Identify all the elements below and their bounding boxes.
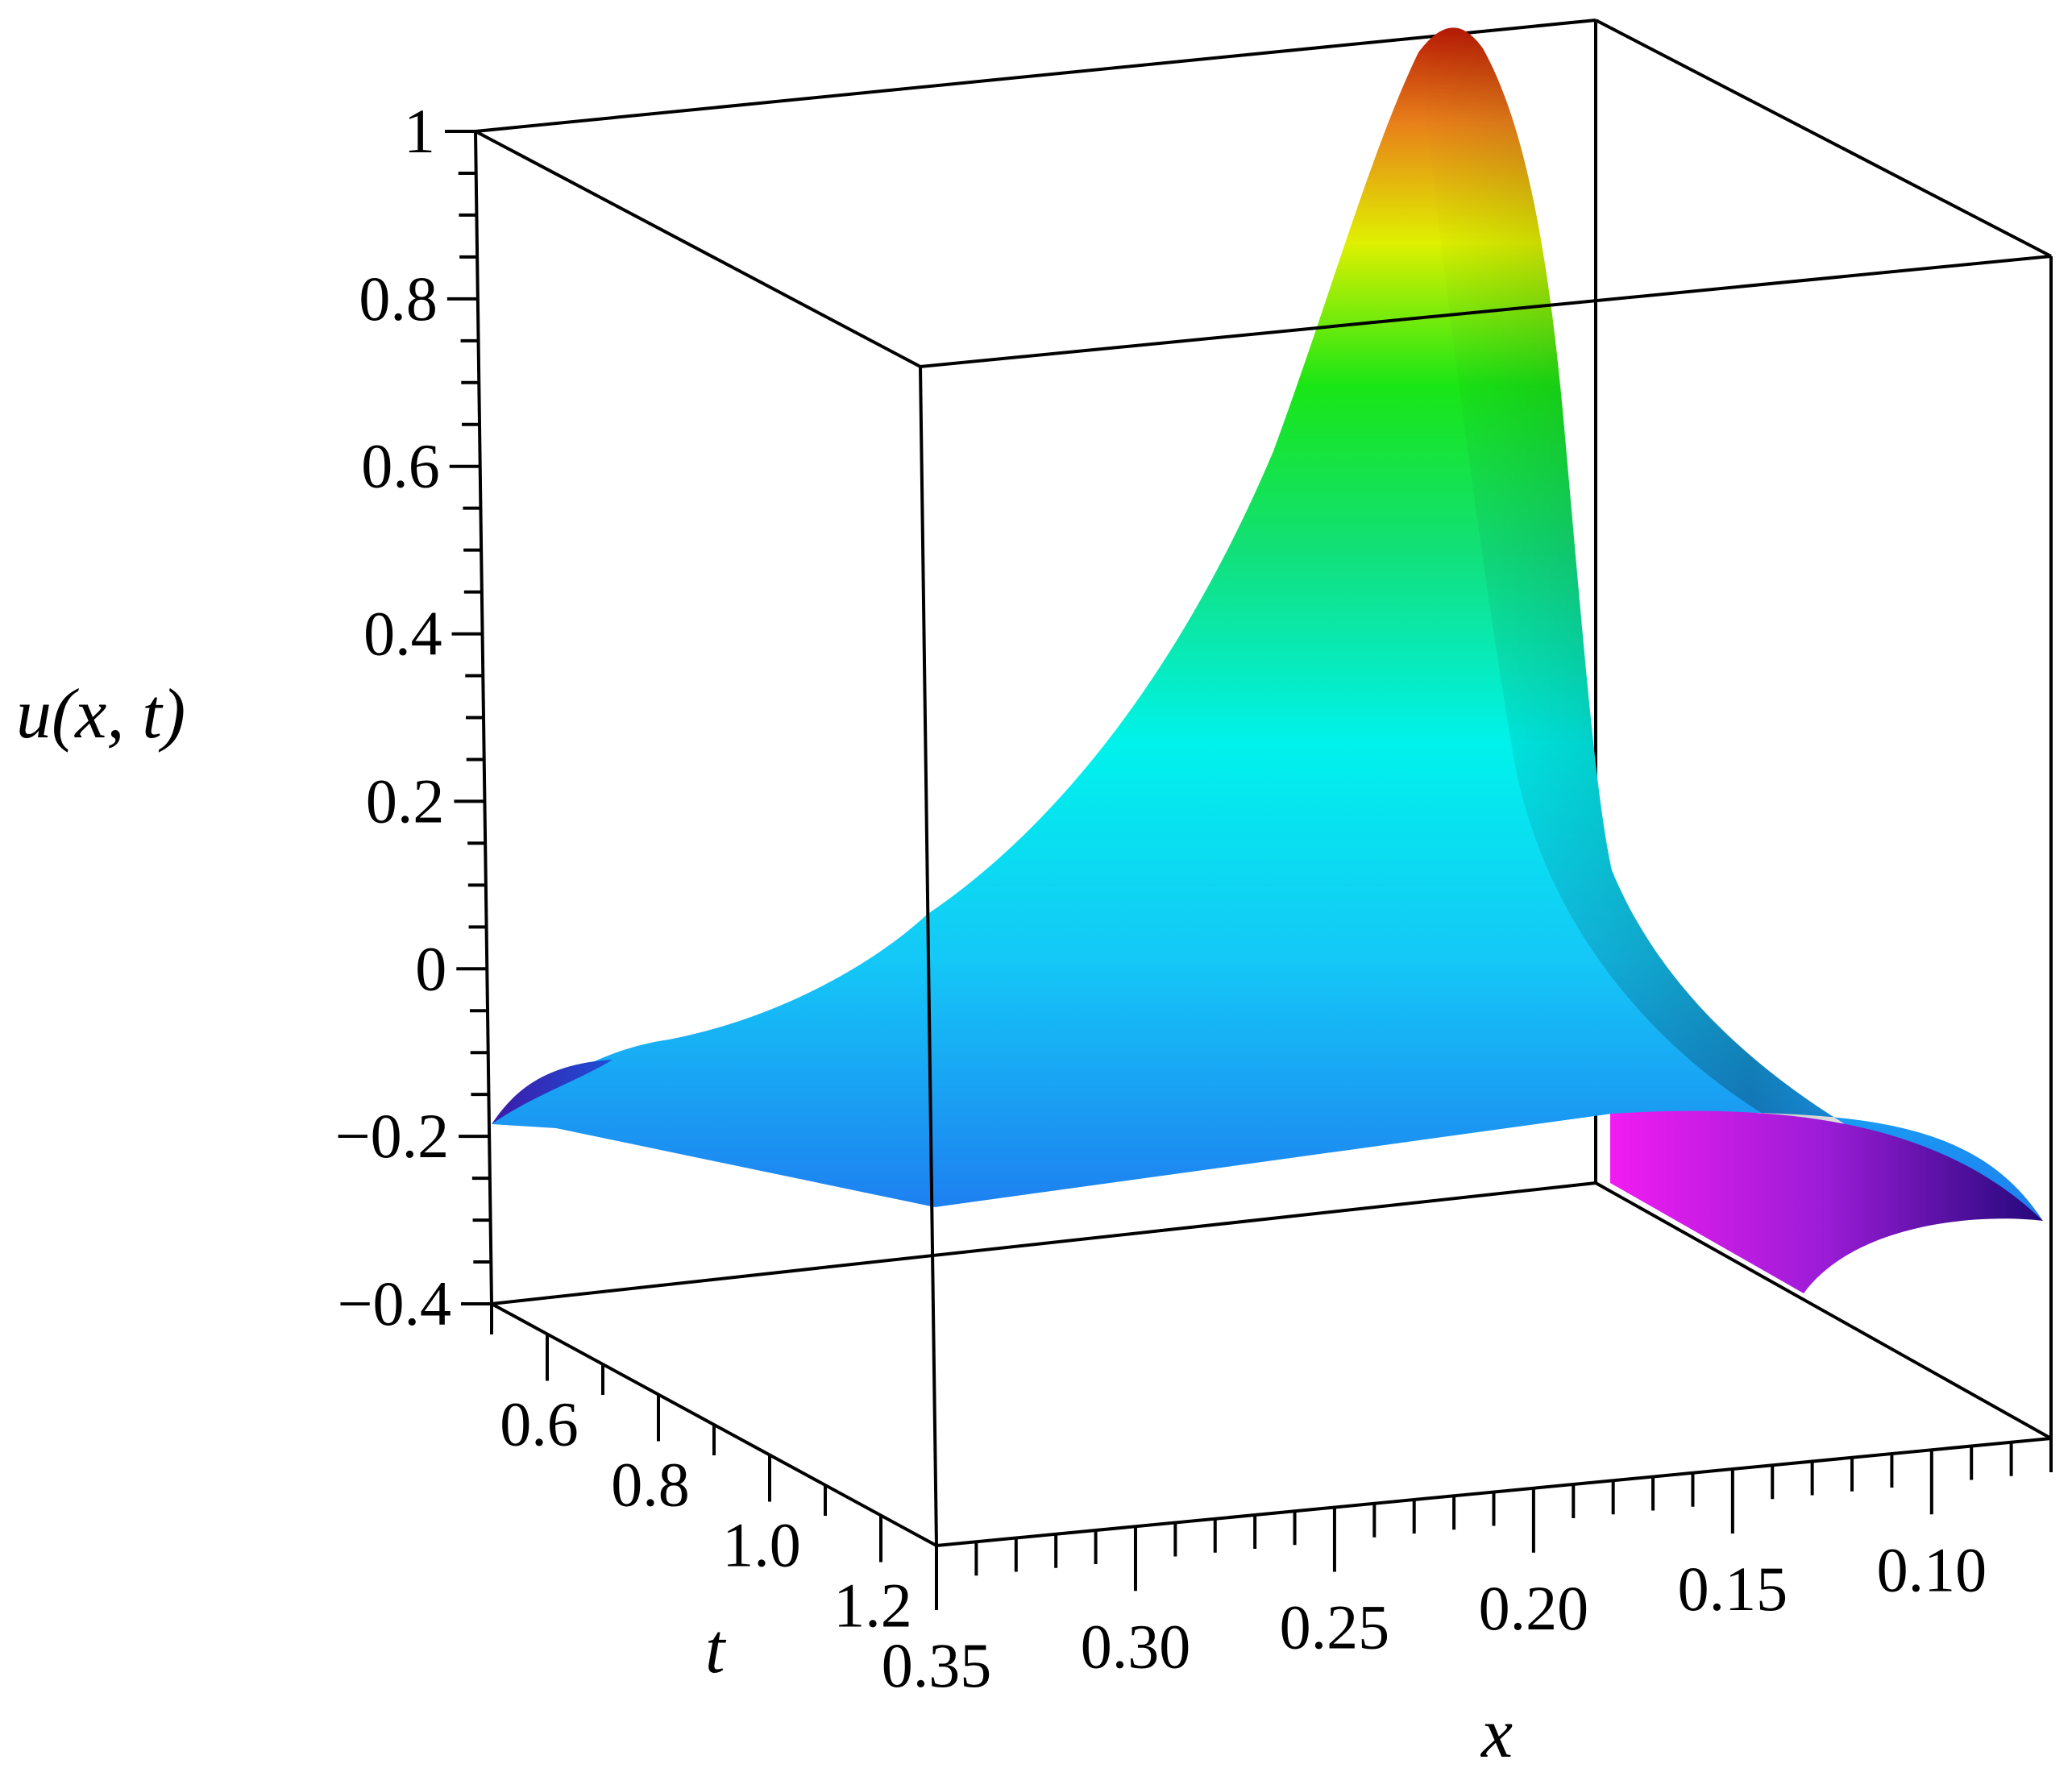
z-tick-label: 0.6 [361, 431, 440, 501]
surface [492, 27, 2043, 1293]
z-axis: 1 0.8 0.6 0.4 0.2 0 −0.2 −0.4 [335, 96, 492, 1338]
t-tick-label: 0.8 [611, 1450, 690, 1520]
z-tick-label: 0.8 [359, 264, 438, 334]
x-axis-label: x [1480, 1695, 1513, 1768]
t-tick-label: 1.2 [833, 1571, 912, 1641]
z-tick-label: 0.4 [363, 599, 442, 669]
t-tick-label: 0.6 [500, 1389, 579, 1459]
z-tick-label: 0.2 [366, 766, 445, 836]
t-axis-label: t [705, 1610, 727, 1688]
z-tick-label: 1 [404, 96, 435, 166]
x-tick-label: 0.15 [1678, 1554, 1788, 1624]
z-tick-label: −0.4 [338, 1268, 452, 1338]
surface-left-edge [492, 1060, 612, 1124]
x-tick-label: 0.20 [1479, 1573, 1589, 1643]
box-back-edges [475, 19, 2052, 1440]
x-tick-label: 0.30 [1081, 1611, 1191, 1681]
x-tick-label: 0.25 [1280, 1592, 1390, 1662]
x-axis: 0.35 0.30 0.25 0.20 0.15 0.10 [882, 1438, 2053, 1700]
surface-main [492, 27, 2043, 1221]
z-axis-label: u(x, t) [16, 675, 185, 753]
z-tick-label: 0 [415, 933, 446, 1003]
x-tick-label: 0.35 [882, 1630, 992, 1700]
surface-shading [1418, 27, 1894, 1152]
surface-front-magenta [1610, 1110, 2043, 1293]
t-tick-label: 1.0 [722, 1510, 801, 1580]
z-tick-label: −0.2 [335, 1101, 450, 1171]
x-tick-label: 0.10 [1877, 1534, 1987, 1604]
t-axis: 0.6 0.8 1.0 1.2 [490, 1304, 938, 1641]
